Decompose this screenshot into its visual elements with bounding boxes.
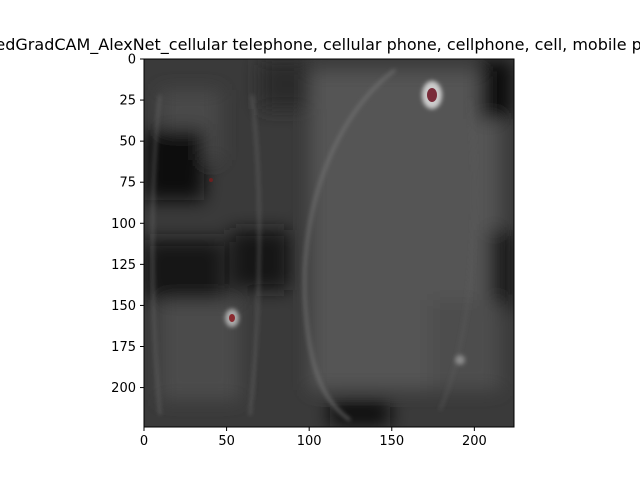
y-tick-label: 125 (111, 258, 136, 273)
x-axis: 0 50 100 150 200 (140, 427, 487, 449)
bright-spot-marker (209, 178, 213, 182)
x-tick-label: 150 (379, 434, 404, 449)
plot-area-frame (143, 58, 515, 428)
y-tick-label: 200 (111, 381, 136, 396)
y-tick-label: 25 (119, 94, 136, 109)
chart-title: GuidedGradCAM_AlexNet_cellular telephone… (0, 35, 640, 55)
x-tick-label: 100 (297, 434, 322, 449)
x-tick-label: 50 (218, 434, 235, 449)
bright-spot-marker (427, 88, 437, 102)
x-tick-label: 200 (462, 434, 487, 449)
y-tick-label: 75 (119, 176, 136, 191)
y-tick-label: 175 (111, 340, 136, 355)
y-axis: 0 25 50 75 100 125 150 175 200 (111, 53, 144, 396)
bright-spot-marker (229, 314, 235, 322)
y-tick-label: 100 (111, 217, 136, 232)
x-tick-label: 0 (140, 434, 148, 449)
y-tick-label: 0 (128, 53, 136, 68)
heatmap-image (144, 59, 514, 427)
y-tick-label: 50 (119, 135, 136, 150)
y-tick-label: 150 (111, 299, 136, 314)
